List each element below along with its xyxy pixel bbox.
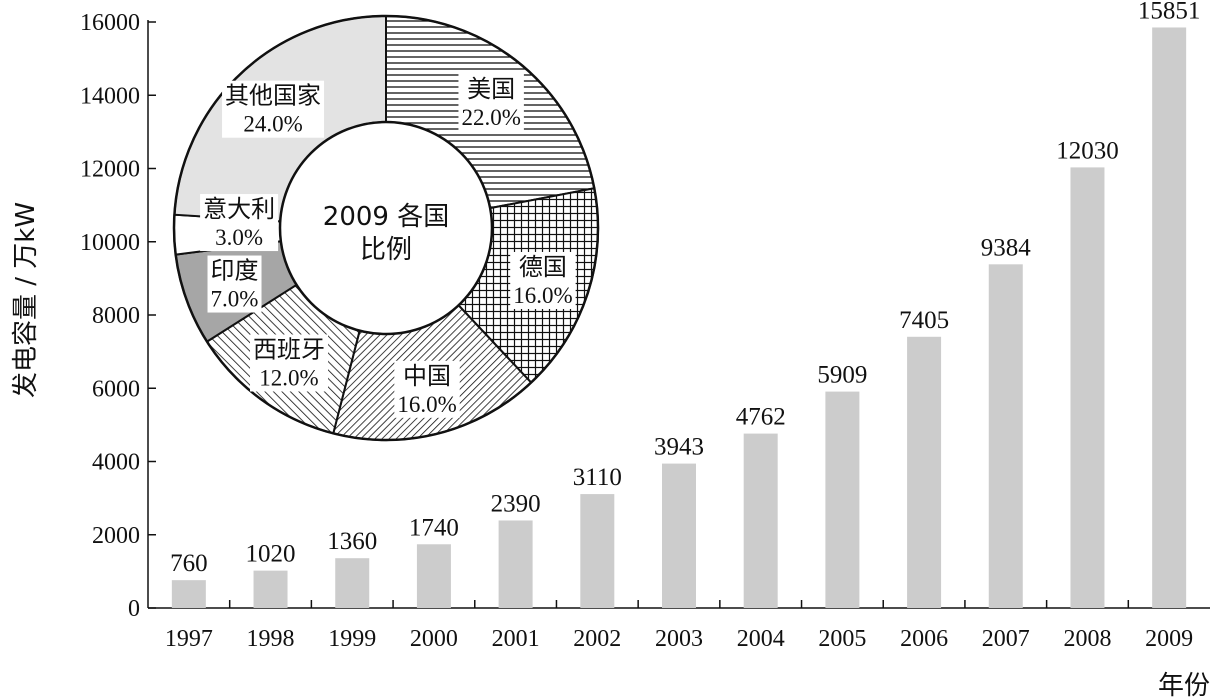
- bar-series: 760 1020 1360 1740 2390 3110 3943 4762 5909 7405 9…: [170, 0, 1200, 608]
- bar-2007: [988, 264, 1023, 608]
- bar-2006: [907, 336, 942, 608]
- bar-2008: [1070, 167, 1105, 608]
- y-tick-label: 4000: [92, 450, 140, 476]
- slice-name: 意大利: [203, 195, 275, 223]
- x-tick-label: 2009: [1145, 626, 1193, 652]
- slice-label-background: [458, 73, 524, 131]
- y-tick-label: 8000: [92, 303, 140, 329]
- slice-percent: 12.0%: [259, 365, 318, 390]
- slice-label-background: [510, 251, 576, 309]
- bar-value-label: 3943: [654, 434, 704, 461]
- x-tick-group: 1997 1998 1999 2000 2001 2002 2003 2004 2005 2006…: [165, 600, 1193, 652]
- bar-value-label: 1360: [327, 528, 377, 555]
- bar-value-label: 2390: [491, 490, 541, 517]
- bar-2004: [743, 433, 778, 608]
- slice-percent: 3.0%: [215, 225, 263, 250]
- slice-label-background: [222, 80, 325, 138]
- slice-label-background: [394, 360, 460, 418]
- y-tick-label: 14000: [80, 83, 140, 109]
- bar-value-label: 12030: [1056, 137, 1119, 164]
- bar-2009: [1152, 27, 1187, 608]
- bar-2003: [662, 463, 696, 608]
- bar-value-label: 9384: [981, 234, 1032, 261]
- bar-2001: [498, 520, 533, 608]
- bar-value-label: 1740: [409, 514, 459, 541]
- donut-outer-ring: [172, 14, 600, 442]
- x-tick-label: 2004: [737, 626, 785, 652]
- bar-value-label: 5909: [817, 362, 867, 389]
- y-tick-group: 0 2000 4000 6000 8000 10000 12000 14000 16000: [80, 10, 156, 622]
- bar-value-label: 4762: [736, 404, 786, 431]
- bar-2000: [416, 544, 451, 608]
- slice-percent: 16.0%: [513, 283, 572, 308]
- slice-percent: 24.0%: [243, 112, 302, 137]
- bar-value-label: 760: [170, 550, 208, 577]
- bar-value-label: 1020: [246, 541, 296, 568]
- y-axis-label: 发电容量 / 万kW: [11, 202, 41, 398]
- bar-1997: [171, 580, 206, 608]
- bar-1998: [253, 570, 288, 608]
- slice-label-background: [207, 255, 262, 313]
- bar-value-label: 3110: [573, 464, 622, 491]
- bar-1999: [335, 558, 370, 608]
- x-tick-label: 2002: [573, 626, 621, 652]
- bar-value-label: 7405: [899, 307, 949, 334]
- donut-center-label-line2: 比例: [360, 235, 412, 265]
- y-tick-label: 10000: [80, 230, 140, 256]
- donut-chart: 美国22.0%德国16.0%中国16.0%西班牙12.0%印度7.0%意大利3.…: [172, 14, 600, 442]
- x-tick-label: 2006: [900, 626, 948, 652]
- x-tick-label: 1998: [247, 626, 295, 652]
- slice-percent: 22.0%: [461, 105, 520, 130]
- x-tick-label: 1997: [165, 626, 213, 652]
- slice-percent: 7.0%: [211, 287, 259, 312]
- bar-2002: [580, 494, 615, 608]
- y-tick-label: 0: [128, 596, 140, 622]
- x-tick-label: 2005: [818, 626, 866, 652]
- donut-inner-ring: [278, 120, 494, 336]
- x-tick-label: 2008: [1063, 626, 1111, 652]
- slice-name: 印度: [211, 257, 259, 285]
- y-tick-label: 6000: [92, 376, 140, 402]
- slice-label-background: [200, 194, 279, 252]
- bar-value-label: 15851: [1138, 0, 1201, 24]
- slice-name: 西班牙: [253, 335, 325, 363]
- slice-percent: 16.0%: [397, 392, 456, 417]
- y-tick-label: 16000: [80, 10, 140, 36]
- slice-label-background: [250, 334, 329, 392]
- x-tick-label: 1999: [328, 626, 376, 652]
- y-tick-label: 12000: [80, 157, 140, 183]
- x-tick-label: 2001: [492, 626, 540, 652]
- slice-name: 美国: [467, 75, 515, 103]
- x-tick-label: 2000: [410, 626, 458, 652]
- donut-slice-label-4: 印度7.0%: [207, 255, 262, 313]
- x-axis-label: 年份: [1158, 671, 1210, 700]
- slice-name: 中国: [403, 362, 451, 390]
- slice-name: 德国: [519, 253, 567, 281]
- donut-center-label-line1: 2009 各国: [323, 202, 449, 232]
- y-tick-label: 2000: [92, 523, 140, 549]
- x-tick-label: 2003: [655, 626, 703, 652]
- slice-name: 其他国家: [225, 82, 321, 110]
- bar-2005: [825, 391, 860, 608]
- x-tick-label: 2007: [982, 626, 1030, 652]
